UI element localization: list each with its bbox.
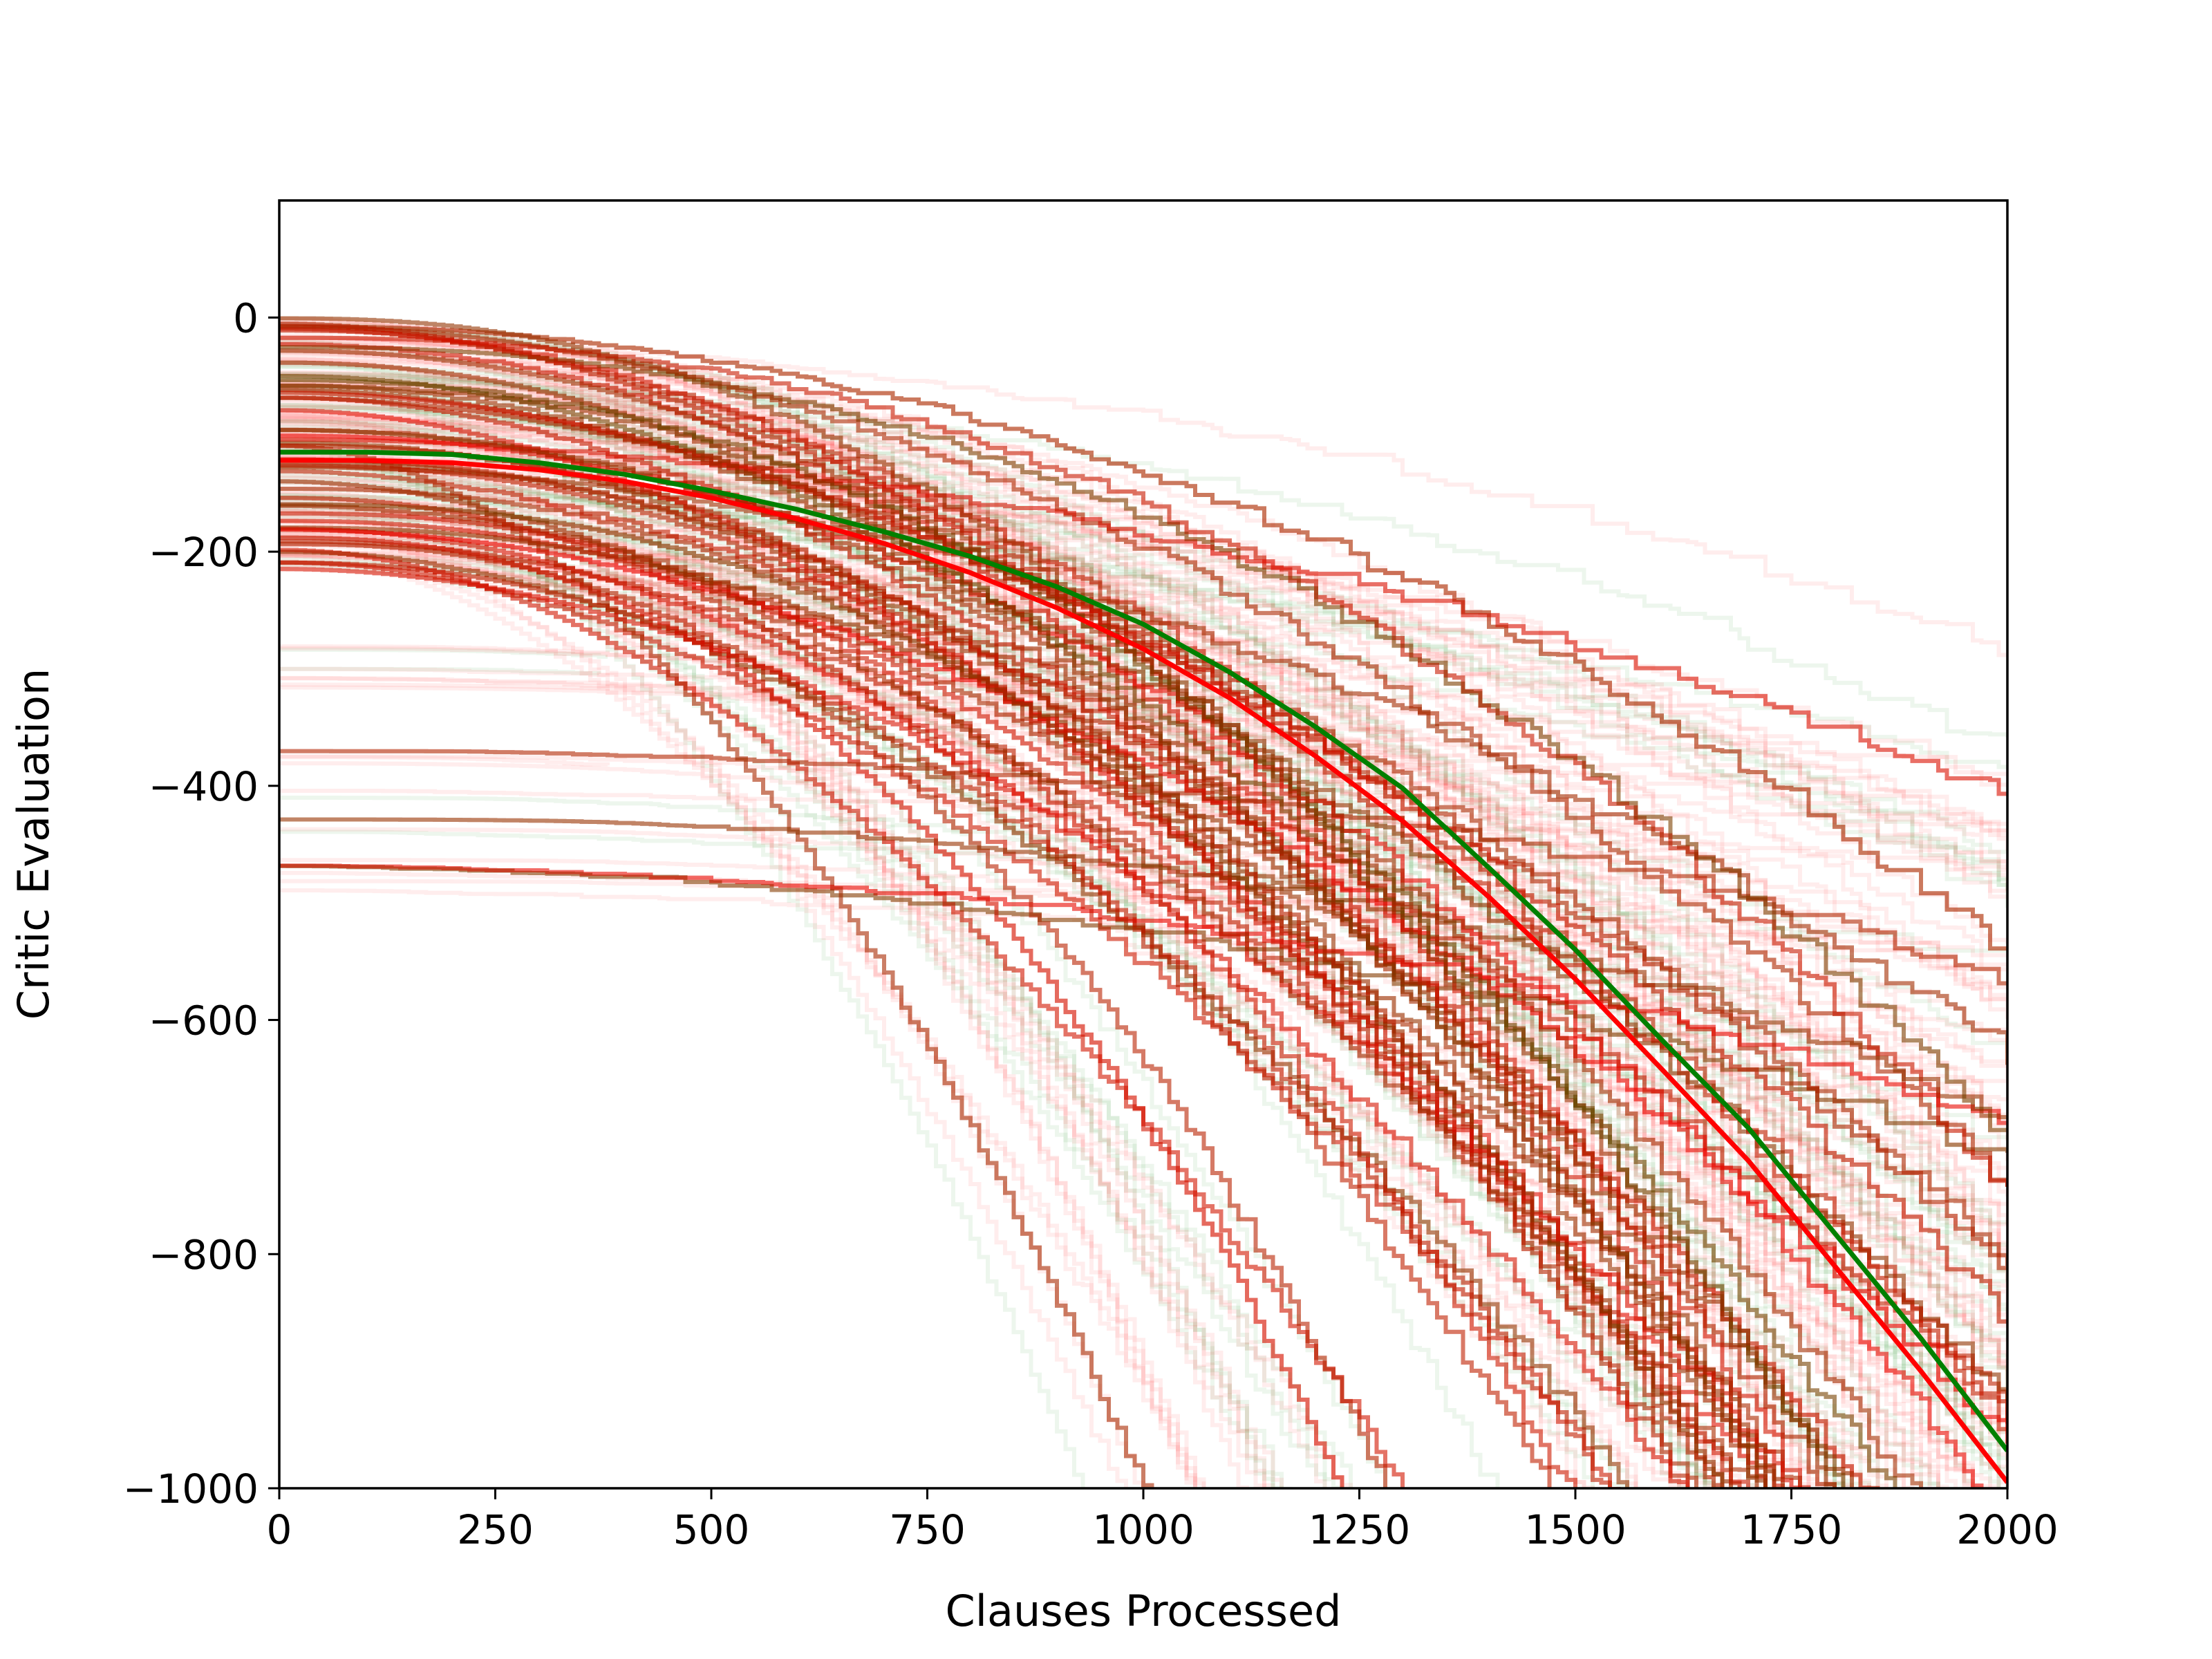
y-tick-label: −800	[149, 1231, 259, 1278]
y-tick-label: −200	[149, 529, 259, 576]
y-tick-label: 0	[233, 294, 259, 341]
x-tick-label: 1250	[1309, 1506, 1411, 1553]
y-tick-label: −400	[149, 763, 259, 810]
x-axis-label: Clauses Processed	[946, 1586, 1342, 1636]
x-tick-label: 1000	[1092, 1506, 1194, 1553]
x-tick-label: 1750	[1741, 1506, 1843, 1553]
x-tick-label: 2000	[1956, 1506, 2059, 1553]
y-axis-label: Critic Evaluation	[8, 668, 59, 1020]
x-tick-label: 250	[457, 1506, 534, 1553]
y-tick-label: −600	[149, 997, 259, 1044]
y-tick-label: −1000	[123, 1465, 259, 1512]
x-tick-label: 0	[267, 1506, 292, 1553]
x-tick-label: 500	[673, 1506, 750, 1553]
x-tick-label: 1500	[1524, 1506, 1627, 1553]
x-tick-label: 750	[889, 1506, 966, 1553]
